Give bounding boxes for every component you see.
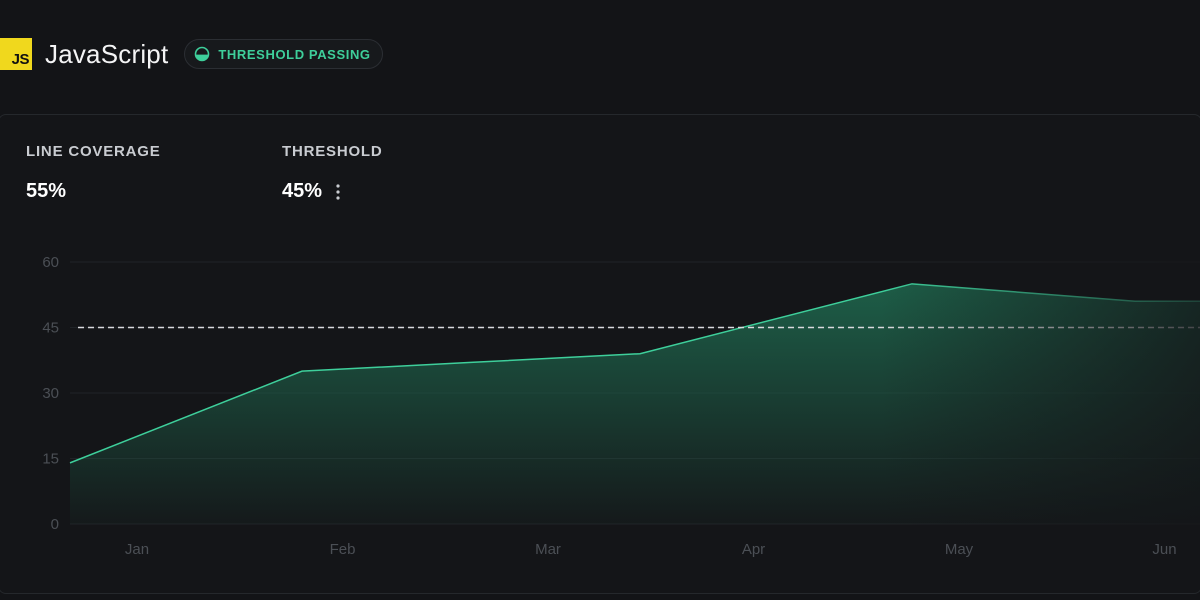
y-tick-label: 60 — [42, 254, 59, 271]
x-tick-label: Mar — [535, 541, 561, 558]
x-tick-label: Jan — [125, 541, 149, 558]
fade-overlay — [880, 252, 1200, 574]
threshold-stat: THRESHOLD 45% — [282, 143, 383, 203]
threshold-value: 45% — [282, 180, 323, 202]
line-coverage-label: LINE COVERAGE — [26, 143, 161, 160]
x-tick-label: Jun — [1152, 541, 1176, 558]
threshold-status-badge: THRESHOLD PASSING — [184, 39, 383, 69]
page-title: JavaScript — [45, 38, 169, 69]
kebab-menu-icon[interactable] — [333, 182, 343, 202]
threshold-label: THRESHOLD — [282, 143, 383, 160]
javascript-logo-icon: JS — [0, 38, 32, 70]
x-tick-label: May — [945, 541, 974, 558]
x-tick-label: Apr — [742, 541, 765, 558]
y-tick-label: 30 — [42, 385, 59, 402]
header: JS JavaScript THRESHOLD PASSING — [0, 36, 383, 72]
y-tick-label: 45 — [42, 320, 59, 337]
badge-label: THRESHOLD PASSING — [218, 46, 371, 62]
y-tick-label: 0 — [51, 516, 59, 533]
line-coverage-stat: LINE COVERAGE 55% — [26, 143, 161, 203]
y-tick-label: 15 — [42, 451, 59, 468]
half-circle-icon — [195, 46, 210, 62]
line-coverage-value: 55% — [26, 180, 67, 202]
x-tick-label: Feb — [330, 541, 356, 558]
